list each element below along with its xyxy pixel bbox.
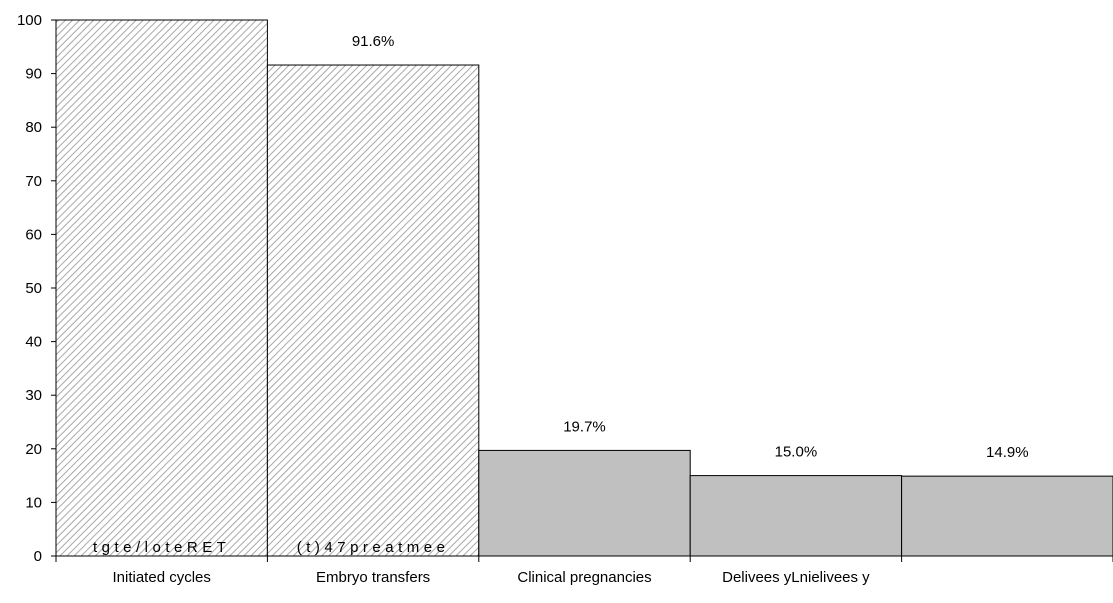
- x-axis: Initiated cycles Embryo transfers Clinical…: [55, 555, 1113, 586]
- y-tick-label: 90: [25, 66, 42, 83]
- x-tick-label: Embryo transfers: [316, 569, 430, 586]
- bars-group: [55, 19, 1113, 557]
- y-tick-label: 60: [25, 226, 42, 243]
- y-tick-label: 100: [17, 12, 42, 29]
- data-label: 15.0%: [775, 444, 818, 461]
- bar-inner-labels-group: tgte/loteRET (t)47preatmee: [93, 539, 450, 556]
- y-tick-label: 40: [25, 334, 42, 351]
- bar: [901, 475, 1113, 557]
- bar-inner-label: tgte/loteRET: [93, 539, 230, 556]
- bar: [689, 475, 903, 557]
- y-tick-label: 10: [25, 494, 42, 511]
- x-tick-label: Delivees yLnielivees y: [722, 569, 870, 586]
- y-tick-label: 0: [34, 548, 42, 565]
- bar: [478, 449, 691, 557]
- bar-inner-label: (t)47preatmee: [297, 539, 450, 556]
- y-tick-label: 50: [25, 280, 42, 297]
- x-tick-label: Initiated cycles: [113, 569, 211, 586]
- y-tick-label: 70: [25, 173, 42, 190]
- y-tick-label: 30: [25, 387, 42, 404]
- data-labels-group: 91.6% 19.7% 15.0% 14.9%: [352, 33, 1029, 461]
- data-label: 14.9%: [986, 444, 1029, 461]
- y-tick-label: 80: [25, 119, 42, 136]
- x-tick-label: Clinical pregnancies: [517, 569, 651, 586]
- data-label: 19.7%: [563, 418, 606, 435]
- bar: [55, 19, 268, 557]
- data-label: 91.6%: [352, 33, 395, 50]
- y-tick-label: 20: [25, 441, 42, 458]
- y-axis: 0 10 20 30 40 50 60 70 80 90 100: [17, 12, 57, 565]
- bar: [266, 64, 480, 557]
